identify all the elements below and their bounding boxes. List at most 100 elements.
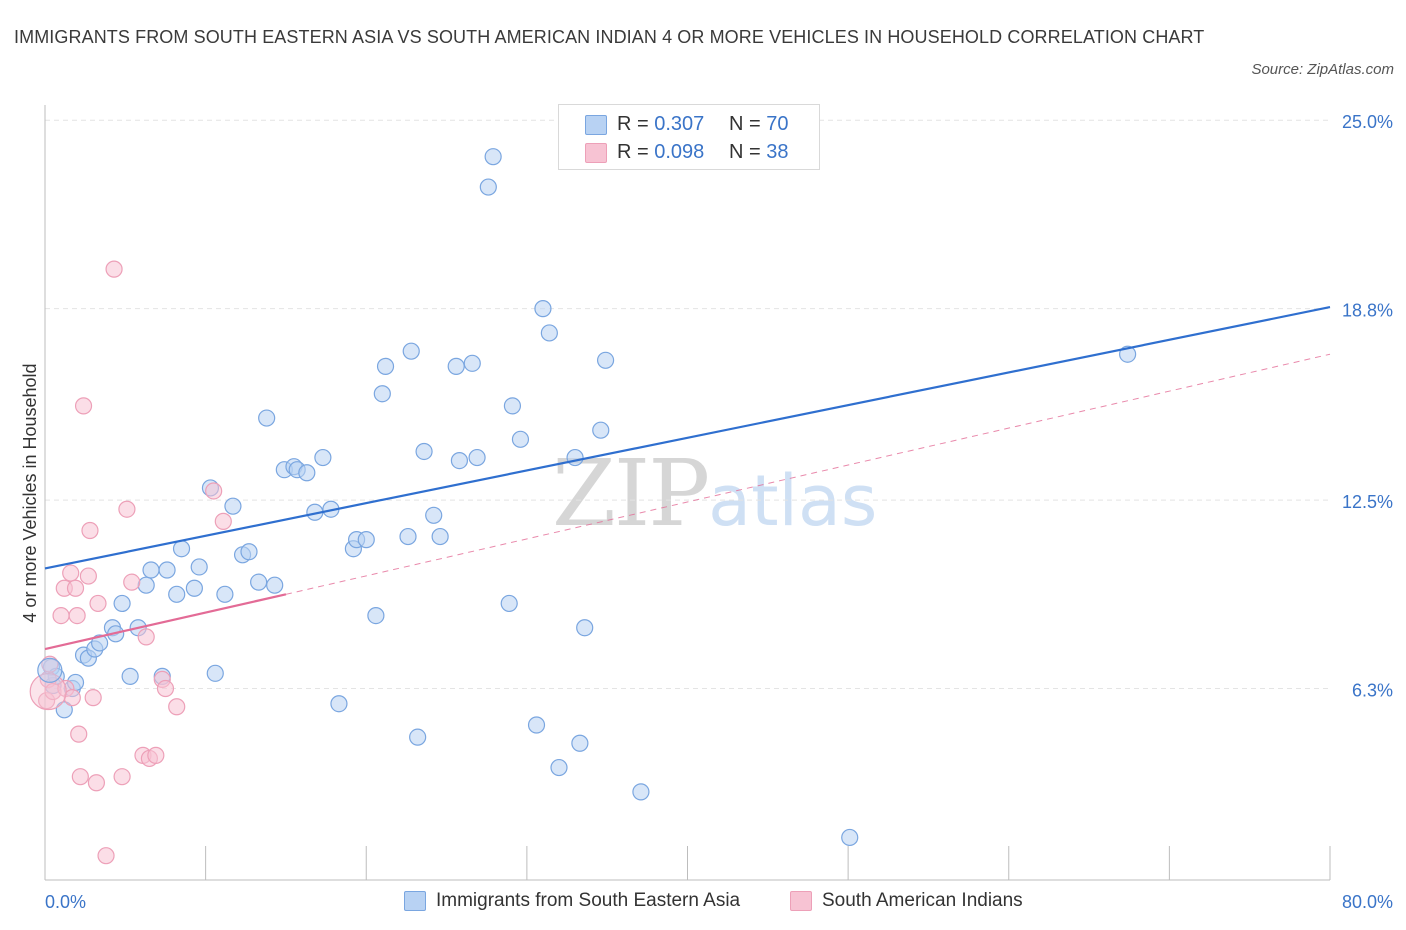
point-se-asia — [596, 351, 615, 369]
bottom-legend-label: Immigrants from South Eastern Asia — [436, 890, 741, 911]
point-se-asia — [431, 527, 449, 546]
point-sa-indian — [147, 746, 165, 764]
point-se-asia — [266, 576, 284, 594]
point-sa-indian — [81, 521, 99, 540]
point-sa-indian — [66, 579, 85, 597]
point-se-asia — [314, 448, 332, 467]
point-se-asia — [1119, 345, 1137, 363]
point-se-asia — [550, 758, 568, 777]
point-se-asia — [376, 357, 395, 375]
legend-n-label: N = — [729, 113, 761, 135]
y-tick-label: 6.3% — [1352, 681, 1393, 701]
bottom-legend-swatch-pink — [790, 891, 812, 911]
legend-r-value: 0.098 — [654, 141, 705, 163]
legend-r-series1: R = 0.307 — [617, 113, 704, 136]
point-se-asia — [121, 667, 139, 685]
point-se-asia — [298, 464, 316, 482]
point-sa-indian — [70, 725, 88, 743]
point-se-asia — [367, 606, 385, 625]
bottom-legend-swatch-blue — [404, 891, 426, 911]
point-se-asia — [450, 451, 469, 470]
point-se-asia — [206, 664, 224, 682]
watermark: ZIPatlas — [552, 440, 877, 547]
point-se-asia — [463, 354, 481, 372]
point-se-asia — [468, 448, 486, 467]
point-se-asia — [250, 573, 268, 591]
point-se-asia — [91, 634, 109, 652]
legend-swatch-blue — [585, 115, 607, 135]
point-sa-indian — [118, 500, 136, 518]
point-se-asia — [415, 442, 433, 461]
point-se-asia — [511, 430, 530, 448]
y-tick-label: 18.8% — [1342, 301, 1393, 321]
watermark-atlas: atlas — [708, 460, 878, 542]
legend-r-value: 0.307 — [654, 113, 705, 135]
point-se-asia — [168, 585, 186, 603]
legend-n-series1: N = 70 — [729, 113, 789, 136]
point-se-asia — [37, 657, 63, 683]
point-se-asia — [500, 594, 518, 613]
point-sa-indian — [62, 564, 80, 582]
bottom-legend-label: South American Indians — [822, 890, 1023, 911]
point-sa-indian — [156, 679, 175, 698]
point-se-asia — [258, 409, 276, 427]
point-se-asia — [357, 531, 375, 549]
point-se-asia — [330, 695, 348, 713]
point-se-asia — [185, 579, 203, 597]
point-se-asia — [240, 543, 258, 561]
point-sa-indian — [71, 768, 89, 786]
point-se-asia — [224, 497, 242, 515]
point-sa-indian — [137, 628, 155, 646]
point-se-asia — [632, 783, 650, 801]
chart-title: IMMIGRANTS FROM SOUTH EASTERN ASIA VS SO… — [14, 27, 1205, 47]
x-tick-label: 80.0% — [1342, 892, 1393, 912]
y-tick-label: 12.5% — [1342, 492, 1393, 512]
point-sa-indian — [97, 847, 115, 865]
point-se-asia — [540, 324, 558, 342]
point-sa-indian — [41, 655, 59, 673]
legend-n-label: N = — [729, 141, 761, 163]
point-se-asia — [399, 527, 417, 546]
point-se-asia — [484, 148, 502, 166]
point-sa-indian — [123, 573, 141, 591]
point-se-asia — [571, 734, 589, 752]
point-se-asia — [503, 397, 522, 415]
point-se-asia — [479, 178, 497, 196]
y-axis-label: 4 or more Vehicles in Household — [20, 363, 40, 622]
point-sa-indian — [105, 260, 123, 278]
point-se-asia — [137, 576, 155, 594]
point-se-asia — [216, 585, 234, 603]
point-se-asia — [425, 506, 443, 524]
point-se-asia — [55, 701, 73, 719]
point-se-asia — [527, 716, 546, 734]
point-se-asia — [841, 828, 859, 847]
point-se-asia — [576, 619, 594, 637]
point-se-asia — [373, 385, 391, 403]
point-se-asia — [534, 300, 552, 318]
point-se-asia — [409, 728, 427, 746]
legend-r-label: R = — [617, 141, 649, 163]
point-sa-indian — [29, 672, 67, 711]
legend-r-series2: R = 0.098 — [617, 141, 704, 164]
point-sa-indian — [63, 689, 81, 707]
point-sa-indian — [84, 689, 102, 707]
trendline-se-asia — [44, 306, 1331, 570]
point-se-asia — [113, 594, 131, 613]
legend-swatch-pink — [585, 143, 607, 163]
legend-n-value: 38 — [766, 141, 789, 163]
trendline-sa-indian — [285, 353, 1331, 595]
point-se-asia — [592, 421, 610, 439]
trendline-sa-indian — [44, 593, 287, 651]
point-sa-indian — [79, 567, 97, 585]
x-tick-label: 0.0% — [45, 892, 86, 912]
point-sa-indian — [87, 774, 106, 792]
point-sa-indian — [68, 606, 86, 625]
point-sa-indian — [214, 512, 232, 530]
point-se-asia — [172, 540, 191, 558]
stats-legend: R = 0.307 N = 70 R = 0.098 N = 38 — [558, 104, 820, 170]
point-se-asia — [142, 561, 160, 579]
point-se-asia — [447, 357, 465, 375]
point-se-asia — [402, 342, 420, 360]
point-se-asia — [566, 448, 584, 467]
